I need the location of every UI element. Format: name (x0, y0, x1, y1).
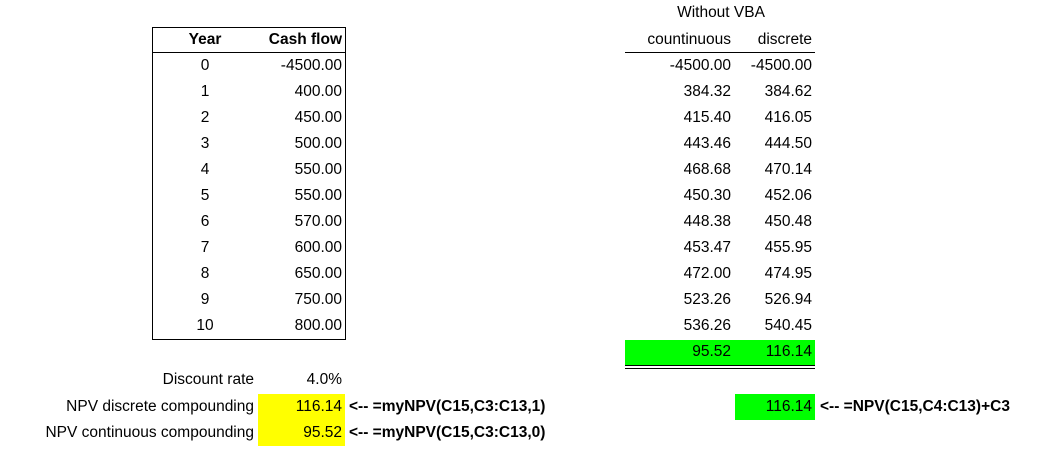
year-cell: 7 (200, 239, 210, 256)
year-cell: 2 (200, 109, 210, 126)
discrete-cell: 384.62 (764, 83, 812, 100)
npv-cell: 95.52 (303, 424, 342, 441)
column-header: countinuous (647, 31, 731, 48)
discrete-cell: 474.95 (764, 265, 812, 282)
green-fill (735, 394, 815, 420)
column-header: Cash flow (268, 31, 342, 48)
cash-flow-cell: 800.00 (294, 317, 342, 334)
discrete-cell: 452.06 (764, 187, 812, 204)
discrete-cell: -4500.00 (750, 57, 812, 74)
total-cell: 116.14 (765, 343, 812, 360)
continuous-cell: 536.26 (683, 317, 731, 334)
table-border (152, 27, 346, 340)
continuous-cell: 472.00 (683, 265, 731, 282)
continuous-cell: -4500.00 (669, 57, 731, 74)
section-title: Without VBA (677, 4, 765, 21)
discrete-cell: 470.14 (764, 161, 812, 178)
discrete-cell: 416.05 (764, 109, 812, 126)
column-header: Year (188, 31, 222, 48)
cash-flow-cell: 650.00 (294, 265, 342, 282)
npv-cell: 116.14 (765, 398, 812, 415)
formula-note: <-- =myNPV(C15,C3:C13,0) (349, 424, 546, 441)
cash-flow-cell: 400.00 (294, 83, 342, 100)
continuous-cell: 453.47 (683, 239, 731, 256)
cash-flow-cell: 550.00 (294, 187, 342, 204)
discrete-cell: 526.94 (764, 291, 812, 308)
year-cell: 9 (200, 291, 210, 308)
row-label: NPV continuous compounding (45, 424, 254, 441)
continuous-cell: 450.30 (683, 187, 731, 204)
discrete-cell: 444.50 (764, 135, 812, 152)
year-cell: 10 (196, 317, 214, 334)
cash-flow-cell: 550.00 (294, 161, 342, 178)
year-cell: 3 (200, 135, 210, 152)
continuous-cell: 443.46 (683, 135, 731, 152)
header-rule (152, 52, 346, 53)
year-cell: 4 (200, 161, 210, 178)
totals-fill (625, 340, 815, 365)
cash-flow-cell: 450.00 (294, 109, 342, 126)
continuous-cell: 468.68 (683, 161, 731, 178)
year-cell: 5 (200, 187, 210, 204)
discrete-cell: 450.48 (764, 213, 812, 230)
header-rule (625, 52, 815, 53)
year-cell: 6 (200, 213, 210, 230)
double-rule (625, 365, 815, 369)
rate-cell: 4.0% (306, 371, 342, 388)
formula-note: <-- =NPV(C15,C4:C13)+C3 (820, 398, 1010, 415)
cash-flow-cell: -4500.00 (280, 57, 342, 74)
total-cell: 95.52 (692, 343, 731, 360)
cash-flow-cell: 570.00 (294, 213, 342, 230)
continuous-cell: 448.38 (683, 213, 731, 230)
year-cell: 8 (200, 265, 210, 282)
cash-flow-cell: 750.00 (294, 291, 342, 308)
npv-cell: 116.14 (295, 398, 342, 415)
continuous-cell: 523.26 (683, 291, 731, 308)
discrete-cell: 540.45 (764, 317, 812, 334)
row-label: Discount rate (162, 371, 254, 388)
continuous-cell: 384.32 (683, 83, 731, 100)
row-label: NPV discrete compounding (66, 398, 254, 415)
formula-note: <-- =myNPV(C15,C3:C13,1) (349, 398, 546, 415)
cash-flow-cell: 500.00 (294, 135, 342, 152)
column-header: discrete (757, 31, 812, 48)
discrete-cell: 455.95 (764, 239, 812, 256)
year-cell: 0 (200, 57, 210, 74)
cash-flow-cell: 600.00 (294, 239, 342, 256)
year-cell: 1 (200, 83, 210, 100)
continuous-cell: 415.40 (683, 109, 731, 126)
yellow-fill (258, 394, 345, 446)
